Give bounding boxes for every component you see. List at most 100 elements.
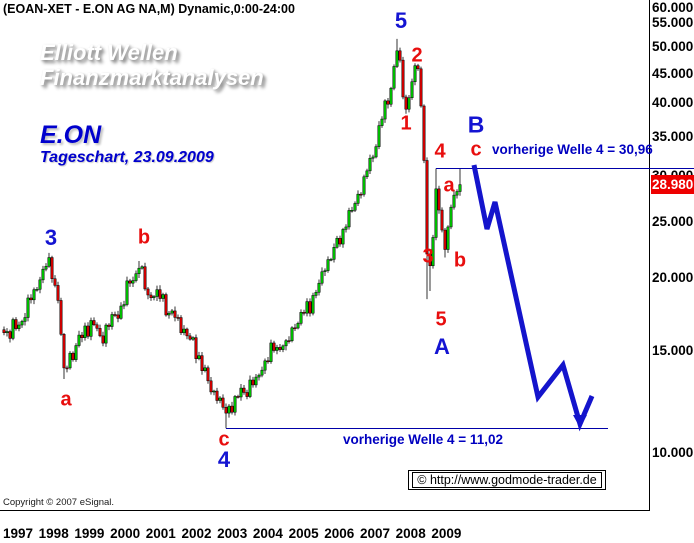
wave-label: 1 bbox=[400, 112, 412, 135]
wave-label: 3 bbox=[422, 245, 434, 268]
candle-body bbox=[389, 87, 393, 105]
candle-body bbox=[152, 296, 156, 298]
candle-body bbox=[335, 237, 339, 248]
x-axis-label: 2005 bbox=[288, 526, 319, 541]
candle-body bbox=[416, 65, 420, 70]
candle-body bbox=[95, 324, 99, 329]
candle-body bbox=[128, 280, 132, 284]
candle-body bbox=[338, 237, 342, 245]
candle-body bbox=[89, 320, 93, 337]
candle-body bbox=[218, 397, 222, 401]
candle-body bbox=[50, 257, 54, 279]
candle-body bbox=[404, 96, 408, 110]
candle-body bbox=[38, 279, 42, 290]
candle-body bbox=[272, 342, 276, 351]
candle-body bbox=[260, 369, 264, 376]
candle-body bbox=[296, 323, 300, 329]
candle-body bbox=[371, 156, 375, 159]
candle-body bbox=[287, 340, 291, 342]
candle-body bbox=[422, 105, 426, 161]
candle-body bbox=[275, 347, 279, 351]
candle-body bbox=[245, 392, 249, 397]
candle-body bbox=[278, 347, 282, 350]
candle-body bbox=[41, 268, 45, 281]
last-price-marker: 28.980 bbox=[651, 175, 694, 194]
candle-body bbox=[320, 271, 324, 284]
candle-body bbox=[440, 209, 444, 231]
candle-body bbox=[374, 146, 378, 158]
candle-body bbox=[143, 266, 147, 290]
candle-body bbox=[47, 257, 51, 267]
candle-body bbox=[353, 203, 357, 211]
candle-body bbox=[14, 319, 18, 329]
candle-body bbox=[134, 273, 138, 281]
level-line-label: vorherige Welle 4 = 11,02 bbox=[343, 432, 503, 447]
candle-body bbox=[269, 342, 273, 362]
candle-body bbox=[251, 379, 255, 386]
candle-body bbox=[197, 355, 201, 359]
candle-body bbox=[98, 328, 102, 337]
candle-body bbox=[11, 319, 15, 339]
wave-label: 5 bbox=[394, 8, 408, 33]
candle-body bbox=[323, 270, 327, 273]
candle-body bbox=[65, 367, 69, 370]
candle-body bbox=[236, 396, 240, 398]
x-axis-label: 2004 bbox=[252, 526, 283, 541]
candle-body bbox=[254, 376, 258, 386]
candle-body bbox=[431, 237, 435, 267]
candle-body bbox=[35, 288, 39, 291]
wave-label: b bbox=[453, 249, 467, 272]
candle-body bbox=[200, 355, 204, 371]
candle-body bbox=[116, 314, 120, 319]
wave-label: a bbox=[443, 174, 455, 197]
wave-label: 3 bbox=[44, 225, 58, 250]
candle-body bbox=[302, 312, 306, 314]
candle-body bbox=[386, 100, 390, 105]
level-line-label: vorherige Welle 4 = 30,96 bbox=[492, 142, 653, 157]
projection-arrow bbox=[573, 415, 587, 428]
watermark: Elliott Wellen Finanzmarktanalysen bbox=[40, 40, 264, 90]
candle-body bbox=[419, 68, 423, 107]
candle-body bbox=[347, 210, 351, 228]
wave-label: c bbox=[470, 138, 482, 161]
candle-body bbox=[449, 206, 453, 228]
wave-label: 4 bbox=[217, 447, 231, 472]
candle-body bbox=[239, 387, 243, 398]
candle-body bbox=[71, 352, 75, 360]
candle-body bbox=[455, 191, 459, 196]
y-axis-label: 25.000 bbox=[652, 213, 694, 229]
y-axis-label: 40.000 bbox=[652, 95, 694, 111]
candle-body bbox=[80, 334, 84, 338]
candle-body bbox=[191, 337, 195, 340]
candle-body bbox=[329, 259, 333, 261]
candle-body bbox=[350, 209, 354, 212]
x-axis-label: 2002 bbox=[181, 526, 212, 541]
y-axis-label: 60.000 bbox=[652, 0, 694, 15]
candle-body bbox=[401, 59, 405, 98]
candle-body bbox=[221, 397, 225, 408]
candle-body bbox=[62, 334, 66, 369]
candle-body bbox=[29, 297, 33, 301]
x-axis-label: 2003 bbox=[217, 526, 248, 541]
candle-body bbox=[242, 387, 246, 393]
candle-body bbox=[8, 331, 12, 339]
esignal-copyright: Copyright © 2007 eSignal. bbox=[3, 497, 115, 508]
candle-body bbox=[146, 288, 150, 296]
candle-body bbox=[59, 300, 63, 335]
candle-body bbox=[317, 282, 321, 293]
x-axis-label: 2000 bbox=[110, 526, 141, 541]
candle-body bbox=[458, 184, 462, 192]
candle-body bbox=[167, 312, 171, 316]
x-axis-label: 2008 bbox=[395, 526, 426, 541]
y-axis-label: 10.000 bbox=[652, 444, 694, 460]
candle-body bbox=[137, 267, 141, 274]
watermark-line1: Elliott Wellen bbox=[40, 40, 178, 65]
x-axis-label: 2006 bbox=[324, 526, 355, 541]
candle-body bbox=[2, 329, 6, 333]
candle-body bbox=[83, 325, 87, 338]
y-axis-label: 20.000 bbox=[652, 270, 694, 286]
candle-body bbox=[86, 325, 90, 337]
candle-body bbox=[413, 65, 417, 83]
candle-body bbox=[170, 310, 174, 314]
